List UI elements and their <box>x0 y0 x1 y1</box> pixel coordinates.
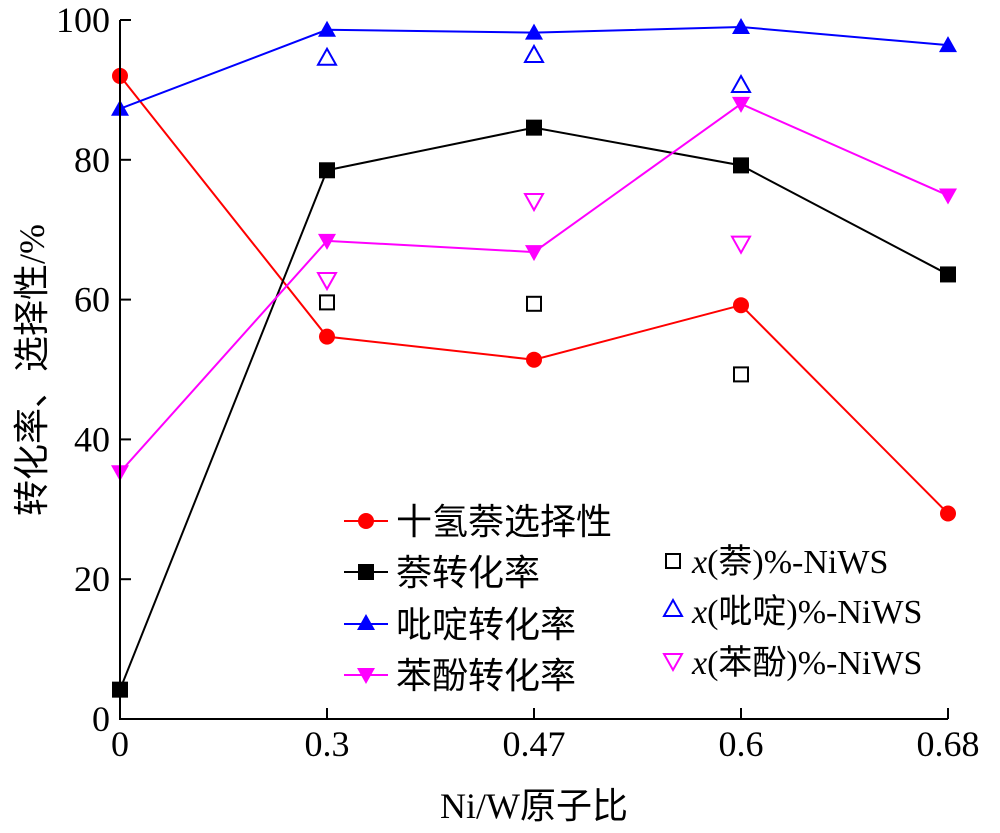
data-point-s5-3 <box>730 73 752 94</box>
legend-italic-x-2: x <box>691 594 707 631</box>
data-point-s2-4 <box>939 36 957 53</box>
legend-label-pyridine-niws: x(吡啶)%-NiWS <box>691 593 922 631</box>
data-point-s1-3 <box>733 157 749 174</box>
data-point-s4-1 <box>319 294 335 311</box>
data-point-s0-4 <box>940 505 956 522</box>
legend-label-naphthalene-niws: x(萘)%-NiWS <box>691 544 888 581</box>
x-ticks: 0 0.3 0.47 0.6 0.68 <box>111 708 980 764</box>
data-point-s6-3 <box>730 235 752 255</box>
legend-rest-2: (吡啶)%-NiWS <box>707 593 922 631</box>
series-layer <box>111 17 957 698</box>
data-point-s1-4 <box>940 266 956 283</box>
y-tick-label-5: 100 <box>56 0 110 40</box>
x-tick-label-2: 0.47 <box>503 724 566 764</box>
legend-left: 十氢萘选择性 萘转化率 吡啶转化率 苯酚转化率 <box>344 502 612 696</box>
data-point-s3-1 <box>318 233 336 250</box>
x-tick-label-3: 0.6 <box>719 724 764 764</box>
data-point-s3-4 <box>939 188 957 205</box>
data-point-s4-2 <box>526 295 542 312</box>
legend-italic-x-3: x <box>691 645 707 682</box>
x-tick-label-4: 0.68 <box>917 724 980 764</box>
legend-marker-phenol-niws <box>662 653 684 673</box>
legend-marker-naphthalene <box>358 564 374 580</box>
legend-marker-pyridine-niws <box>662 597 684 617</box>
data-point-s6-1 <box>316 272 338 292</box>
legend-italic-x-1: x <box>691 544 707 581</box>
y-tick-label-1: 20 <box>74 559 110 599</box>
y-ticks: 0 20 40 60 80 100 <box>56 0 131 739</box>
data-point-s0-2 <box>526 351 542 368</box>
data-point-s0-1 <box>319 328 335 345</box>
data-point-s5-2 <box>523 43 545 63</box>
x-tick-label-1: 0.3 <box>305 724 350 764</box>
data-point-s4-3 <box>733 366 749 383</box>
x-axis-title: Ni/W原子比 <box>440 786 628 826</box>
data-point-s0-3 <box>733 297 749 314</box>
legend-label-naphthalene: 萘转化率 <box>396 553 540 593</box>
legend-marker-pyridine <box>357 614 375 630</box>
legend-marker-phenol <box>357 668 375 684</box>
legend-label-phenol: 苯酚转化率 <box>396 656 576 696</box>
data-point-s3-2 <box>525 245 543 262</box>
legend-label-phenol-niws: x(苯酚)%-NiWS <box>691 644 922 682</box>
data-point-s2-3 <box>732 17 750 34</box>
y-tick-label-2: 40 <box>74 419 110 459</box>
y-axis-title: 转化率、选择性/% <box>12 224 52 516</box>
y-tick-label-3: 60 <box>74 280 110 320</box>
legend-rest-1: (萘)%-NiWS <box>707 544 888 581</box>
legend-right: x(萘)%-NiWS x(吡啶)%-NiWS x(苯酚)%-NiWS <box>662 544 922 682</box>
data-point-s1-1 <box>319 162 335 179</box>
series-line-3 <box>119 102 949 473</box>
data-point-s6-2 <box>523 193 545 213</box>
legend-rest-3: (苯酚)%-NiWS <box>707 644 922 682</box>
legend-label-pyridine: 吡啶转化率 <box>396 605 576 645</box>
y-tick-label-0: 0 <box>92 699 110 739</box>
data-point-s3-3 <box>732 96 750 113</box>
data-point-s2-2 <box>525 23 543 40</box>
legend-marker-naphthalene-niws <box>665 553 681 569</box>
x-tick-label-0: 0 <box>111 724 129 764</box>
y-tick-label-4: 80 <box>74 140 110 180</box>
data-point-s5-1 <box>316 46 338 66</box>
legend-label-decalin: 十氢萘选择性 <box>396 502 612 542</box>
legend-marker-decalin <box>358 513 374 529</box>
data-point-s1-2 <box>526 119 542 136</box>
data-point-s2-1 <box>318 20 336 37</box>
